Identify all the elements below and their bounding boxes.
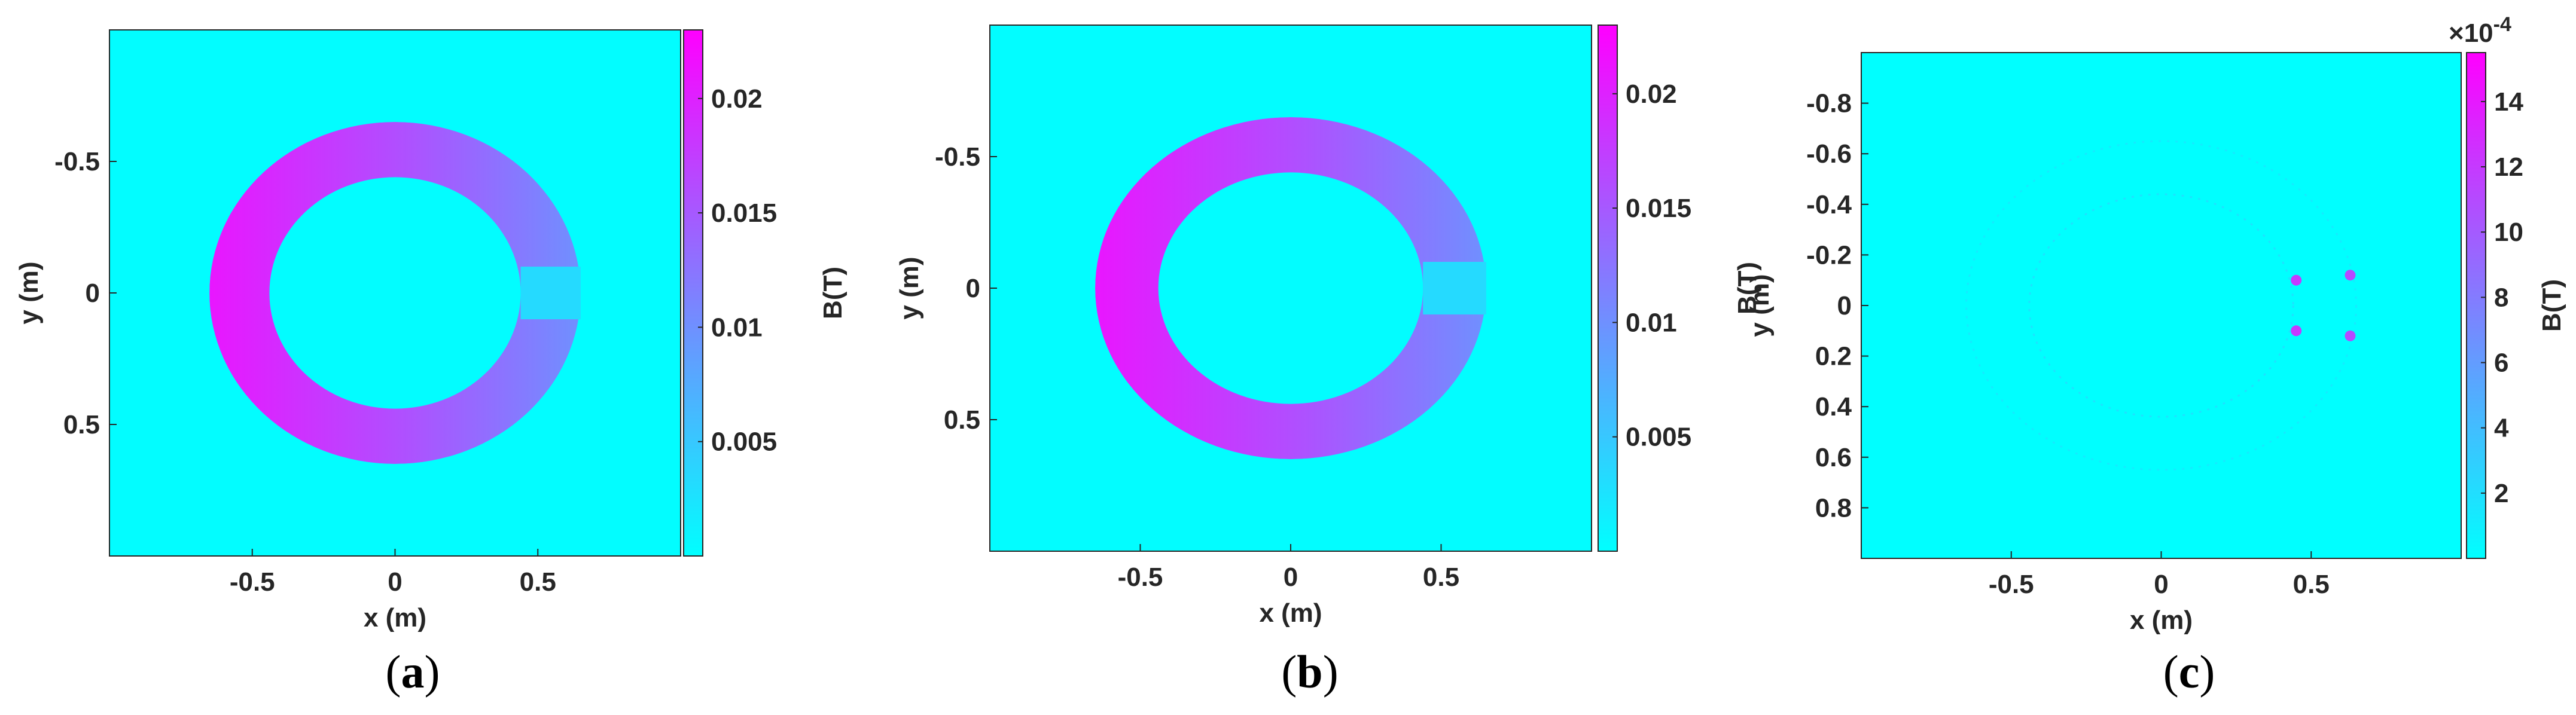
y-tick-label: 0 (966, 274, 980, 303)
colorbar-tick-label: 0.02 (1626, 80, 1677, 109)
y-tick-label: -0.6 (1806, 139, 1852, 169)
panel-letter-paren-open: ( (2163, 646, 2179, 698)
y-tick-label: -0.2 (1806, 240, 1852, 270)
panel-letter-paren-close: ) (1323, 646, 1339, 698)
colorbar-tick-label: 12 (2494, 152, 2523, 182)
colorbar-tick-label: 10 (2494, 218, 2523, 247)
y-tick-label: -0.5 (54, 147, 100, 176)
colorbar-tick-label: 0.005 (1626, 423, 1691, 452)
y-tick-label: 0 (86, 279, 100, 308)
colorbar (683, 29, 703, 557)
colorbar-exponent: ×10-4 (2449, 13, 2511, 48)
magnetic-core-ring (1095, 117, 1486, 459)
panel-letter-char: a (401, 646, 425, 698)
panel-letter: (b) (1281, 646, 1338, 698)
y-tick-label: 0.4 (1815, 392, 1852, 421)
colorbar-tick-label: 6 (2494, 349, 2508, 378)
air-gap-region (520, 267, 581, 319)
y-axis-label: y (m) (1745, 274, 1775, 337)
hotspot-2 (2345, 270, 2356, 281)
y-tick-label: 0 (1837, 291, 1852, 320)
colorbar-tick-label: 0.01 (1626, 308, 1677, 337)
colorbar (1598, 25, 1618, 552)
y-tick-label: -0.5 (935, 142, 980, 172)
x-tick-label: 0.5 (2293, 570, 2330, 599)
colorbar (2466, 52, 2486, 559)
y-tick-label: 0.6 (1815, 443, 1852, 472)
colorbar-tick-label: 0.005 (711, 427, 777, 457)
colorbar-exponent-power: -4 (2493, 13, 2511, 36)
colorbar-tick-label: 4 (2494, 414, 2509, 443)
y-axis-label: y (m) (14, 261, 44, 324)
colorbar-tick-label: 14 (2494, 87, 2523, 117)
panel-letter: (c) (2163, 646, 2215, 698)
colorbar-tick-label: 0.015 (1626, 194, 1691, 223)
x-tick-label: 0.5 (1423, 563, 1459, 592)
colorbar-tick-label: 0.02 (711, 84, 763, 114)
colorbar-label: B(T) (818, 267, 848, 319)
air-gap-region (1423, 262, 1486, 314)
y-tick-label: 0.8 (1815, 493, 1852, 522)
panel-letter-paren-close: ) (2199, 646, 2215, 698)
panel-letter-paren-open: ( (386, 646, 401, 698)
panel-c: -0.5 0 0.5 -0.8 -0.6 -0.4 -0.2 0 0.2 0.4 0.6 0.8 x (… (1745, 13, 2566, 698)
y-axis-label: y (m) (895, 256, 924, 319)
y-tick-label: 0.2 (1815, 342, 1852, 371)
x-tick-label: 0 (1284, 563, 1298, 592)
y-tick-label: 0.5 (944, 405, 980, 435)
colorbar-label: B(T) (2537, 279, 2566, 332)
panel-b: -0.5 0 0.5 -0.5 0 0.5 x (m) y (m) 0.005 0.01 0.015… (895, 25, 1762, 698)
y-tick-label: 0.5 (63, 410, 100, 439)
panel-letter: (a) (386, 646, 440, 698)
x-tick-label: -0.5 (1118, 563, 1163, 592)
x-tick-label: -0.5 (230, 567, 275, 597)
panel-letter-char: c (2179, 646, 2200, 698)
panel-a: -0.5 0 0.5 -0.5 0 0.5 x (m) y (m) 0.005 0.01 0.015… (14, 29, 848, 698)
colorbar-tick-label: 2 (2494, 479, 2508, 508)
magnetic-core-ring (209, 122, 581, 464)
heatmap-background (1861, 53, 2461, 558)
x-axis-label: x (m) (1259, 598, 1322, 628)
colorbar-tick-label: 0.01 (711, 313, 763, 342)
y-tick-label: -0.8 (1806, 89, 1852, 118)
x-tick-label: 0.5 (520, 567, 556, 597)
colorbar-label: B(T) (1733, 262, 1762, 314)
x-tick-label: 0 (2154, 570, 2168, 599)
colorbar-tick-label: 0.015 (711, 198, 777, 228)
difference-ring-outer (1965, 140, 2357, 471)
colorbar-tick-label: 8 (2494, 283, 2508, 312)
x-tick-label: 0 (388, 567, 402, 597)
panel-letter-char: b (1297, 646, 1322, 698)
x-axis-label: x (m) (364, 603, 426, 632)
hotspot-4 (2345, 330, 2356, 341)
hotspot-1 (2291, 274, 2302, 286)
panel-letter-paren-open: ( (1281, 646, 1297, 698)
y-tick-label: -0.4 (1806, 190, 1852, 219)
x-axis-label: x (m) (2130, 606, 2193, 635)
hotspot-3 (2291, 325, 2302, 337)
x-tick-label: -0.5 (1989, 570, 2034, 599)
panel-letter-paren-close: ) (425, 646, 440, 698)
difference-ring-inner (2028, 193, 2294, 418)
